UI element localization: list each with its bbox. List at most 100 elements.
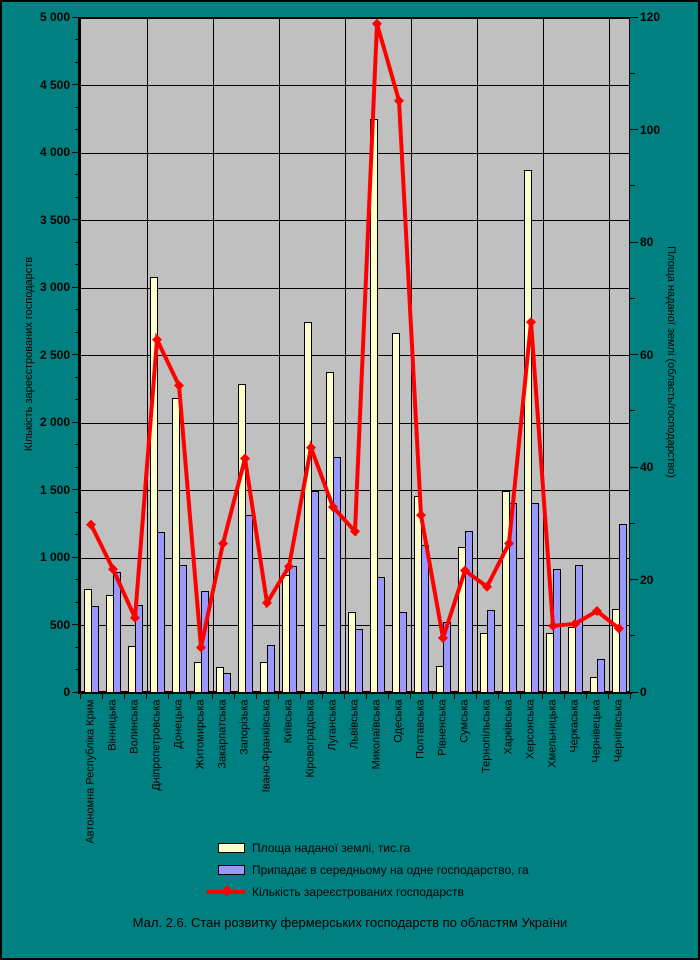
h-gridline (81, 85, 629, 86)
line-marker-icon (350, 526, 360, 537)
h-gridline (81, 422, 629, 424)
x-category-label: Миколаївська (370, 699, 383, 769)
x-category-label: Запорізька (238, 699, 251, 755)
line-marker-icon (240, 453, 250, 464)
line-marker-icon (548, 620, 558, 631)
left-axis-minor-tick (75, 511, 80, 513)
x-category-label: Чернігівська (612, 699, 625, 762)
line-marker-icon (526, 317, 536, 328)
line-marker-icon (592, 606, 602, 616)
left-axis-tick-label: 1 000 (39, 550, 70, 564)
left-axis-tick-label: 1 500 (39, 482, 70, 497)
right-axis-tick-label: 0 (640, 685, 647, 699)
left-axis-tick-label: 5 000 (39, 10, 70, 24)
x-category-label: Івано-Франківська (260, 699, 273, 792)
left-axis-major-tick (72, 489, 80, 490)
y-axis-line (78, 17, 80, 694)
line-marker-icon (328, 502, 338, 513)
x-category-label: Хмельницька (546, 699, 559, 768)
line-marker-icon (460, 565, 470, 576)
registered-farms-line (86, 18, 624, 653)
line-marker-icon (284, 561, 294, 572)
line-marker-icon (196, 642, 206, 653)
x-axis-tick (365, 694, 367, 699)
left-axis-minor-tick (75, 646, 80, 648)
x-category-label: Донецька (172, 699, 185, 749)
left-axis-minor-tick (75, 264, 80, 265)
v-gridline (477, 18, 478, 691)
left-axis-minor-tick (75, 534, 80, 535)
x-category-label: Волинська (128, 699, 141, 754)
right-axis-major-tick (630, 129, 638, 130)
legend-label: Кількість зареєстрованих господарств (252, 885, 464, 899)
v-gridline (147, 18, 148, 691)
right-axis-major-tick (630, 241, 638, 243)
left-axis-major-tick (72, 624, 80, 625)
left-axis-major-tick (72, 151, 80, 153)
x-category-label: Сумська (458, 699, 471, 743)
x-category-label: Полтавська (414, 699, 427, 759)
legend-label: Припадає в середньому на одне господарст… (252, 863, 529, 877)
x-category-label: Тернопільська (480, 699, 493, 773)
x-category-label: Чернівецька (590, 699, 603, 763)
x-category-label: Львівська (348, 699, 361, 749)
line-marker-icon (262, 597, 272, 608)
right-axis-major-tick (630, 16, 638, 18)
left-axis-tick-label: 0 (63, 685, 70, 699)
x-category-label: Житомирська (194, 699, 207, 769)
left-axis-minor-tick (75, 309, 80, 310)
x-axis-tick (409, 694, 411, 699)
left-axis-minor-tick (75, 601, 80, 603)
line-marker-icon (130, 612, 140, 623)
line-marker-icon (218, 538, 228, 549)
area-bar-swatch-icon (218, 843, 245, 853)
legend-item: Кількість зареєстрованих господарств (207, 881, 529, 903)
left-axis-tick-label: 500 (49, 617, 70, 632)
x-axis-tick (189, 694, 191, 699)
line-marker-icon (221, 885, 233, 897)
line-marker-icon (174, 380, 184, 391)
x-category-label: Черкаська (568, 699, 581, 753)
left-axis-minor-tick (75, 579, 80, 580)
line-marker-icon (438, 633, 448, 643)
right-axis-tick-label: 40 (640, 460, 654, 474)
h-gridline (81, 220, 629, 221)
x-axis-tick (497, 694, 499, 699)
x-category-label: Херсонська (524, 699, 537, 759)
x-axis-tick (277, 694, 279, 699)
left-axis-minor-tick (75, 39, 80, 40)
legend-item: Припадає в середньому на одне господарст… (207, 859, 529, 881)
x-axis-tick (541, 694, 543, 699)
x-axis-tick (167, 694, 169, 699)
right-axis-major-tick (630, 691, 638, 693)
right-axis-minor-tick (630, 410, 635, 412)
right-axis-major-tick (630, 466, 638, 468)
right-axis-title: Площа наданої землі (область/господарств… (665, 246, 677, 478)
left-axis-minor-tick (75, 196, 80, 198)
right-axis-minor-tick (630, 522, 635, 524)
x-axis-tick (145, 694, 147, 699)
v-gridline (213, 18, 214, 691)
v-gridline (543, 18, 544, 691)
x-category-label: Закарпатська (216, 699, 229, 769)
left-axis-major-tick (72, 84, 80, 85)
right-axis-tick-label: 60 (640, 347, 654, 362)
left-axis-tick-label: 3 500 (39, 212, 70, 227)
x-category-label: Кіровоградська (304, 699, 317, 777)
left-axis-minor-tick (75, 466, 80, 468)
avg-bar-swatch-icon (218, 865, 245, 875)
x-axis-tick (299, 694, 301, 699)
left-axis-minor-tick (75, 669, 80, 670)
right-axis-tick-label: 80 (640, 235, 654, 249)
x-axis-tick (519, 694, 521, 699)
x-category-label: Одеська (392, 699, 405, 743)
left-axis-minor-tick (75, 174, 80, 175)
left-axis-minor-tick (75, 241, 80, 243)
right-axis-minor-tick (630, 185, 635, 187)
x-axis-tick (607, 694, 609, 699)
h-gridline (81, 287, 629, 289)
right-axis-tick-label: 20 (640, 572, 654, 587)
x-category-label: Рівненська (436, 699, 449, 756)
line-marker-icon (152, 334, 162, 345)
v-gridline (279, 18, 280, 691)
